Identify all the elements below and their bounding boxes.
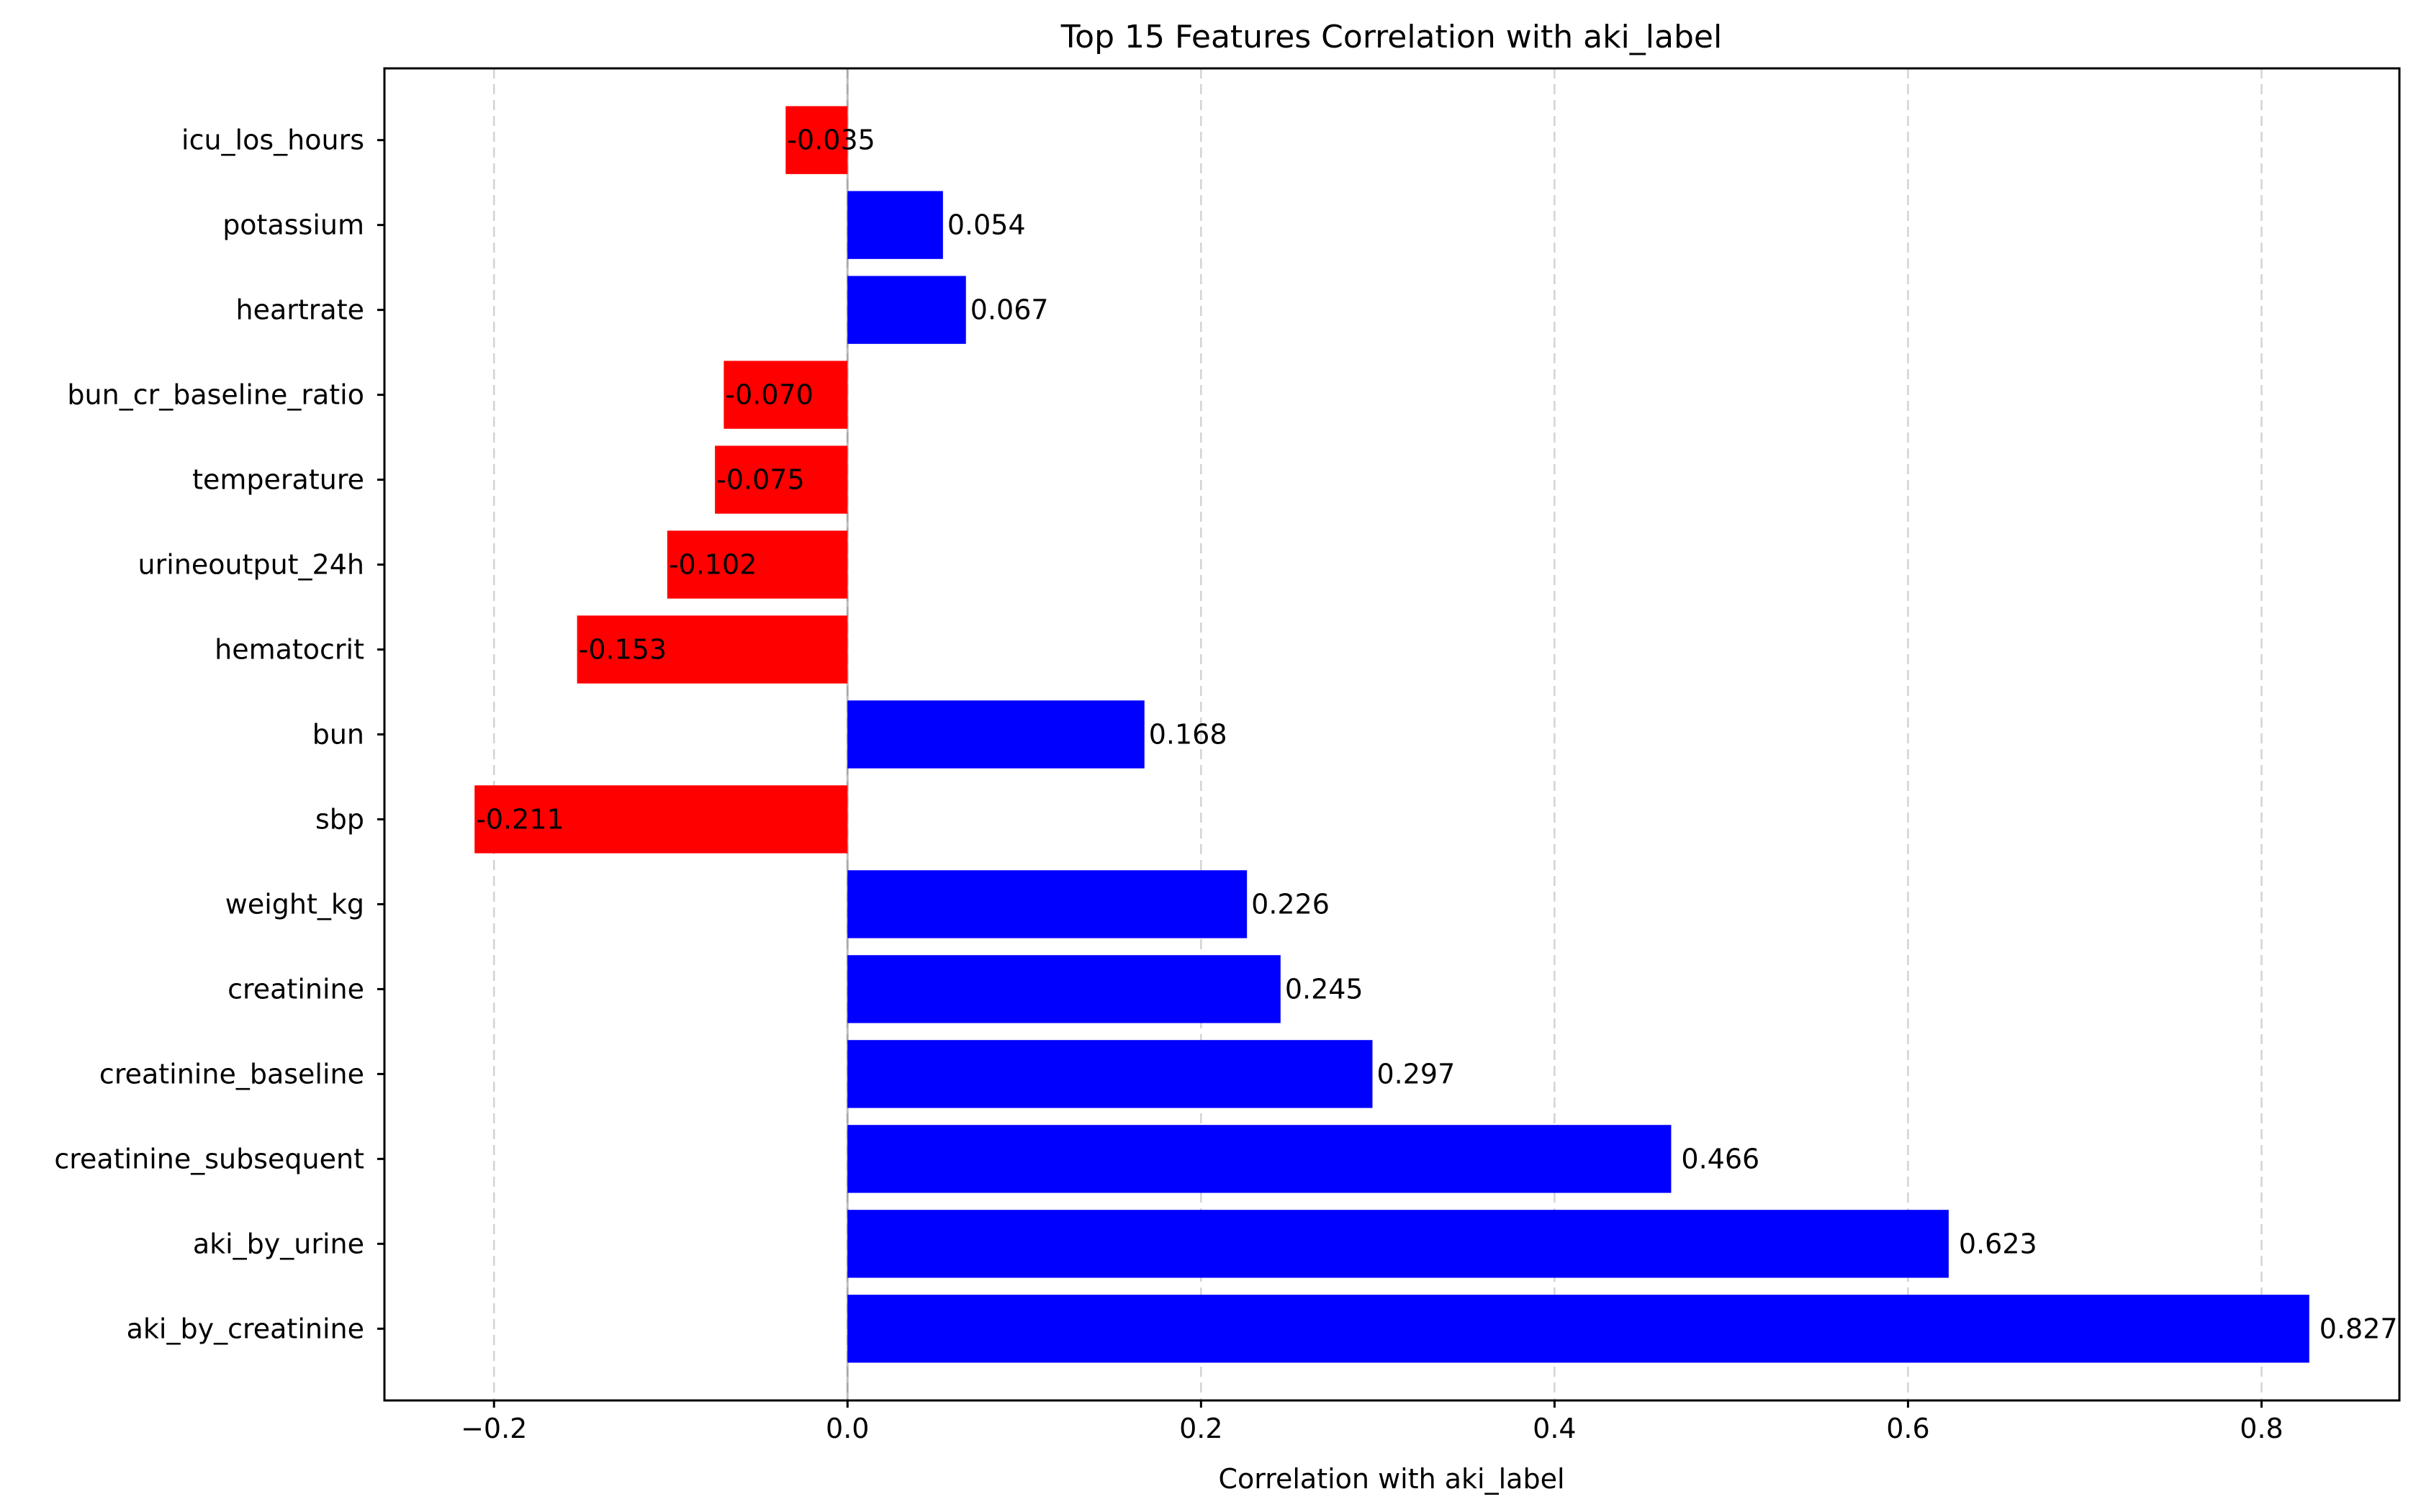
bar-weight_kg [847, 870, 1248, 938]
x-tick-label: −0.2 [461, 1413, 527, 1444]
y-tick-label: bun [312, 719, 364, 751]
y-tick-label: urineoutput_24h [137, 549, 364, 581]
data-label: -0.153 [579, 634, 667, 666]
y-tick-label: aki_by_creatinine [127, 1313, 364, 1344]
data-label: 0.827 [2319, 1313, 2398, 1344]
data-label: 0.623 [1959, 1228, 2037, 1259]
y-tick-label: creatinine [227, 973, 364, 1005]
y-tick-label: aki_by_urine [193, 1228, 364, 1259]
axes-layer: −0.2 0.0 0.2 0.4 0.6 0.8 icu_los_hours potassiu… [54, 67, 2401, 1444]
bars-layer [474, 106, 2309, 1363]
bar-icu_los_hours [785, 106, 848, 174]
x-tick-label: 0.2 [1179, 1413, 1222, 1444]
data-label: 0.245 [1285, 973, 1363, 1005]
y-tick-label: potassium [222, 209, 364, 241]
bar-creatinine_subsequent [847, 1125, 1672, 1193]
y-tick-label: bun_cr_baseline_ratio [67, 379, 364, 411]
y-tick-label: hematocrit [215, 634, 364, 666]
data-label: -0.070 [725, 379, 813, 411]
data-label: -0.075 [716, 464, 805, 496]
y-tick-label: weight_kg [225, 888, 364, 920]
x-tick-label: 0.4 [1533, 1413, 1576, 1444]
data-label: -0.035 [787, 125, 875, 156]
data-label: 0.226 [1251, 888, 1330, 920]
y-tick-label: creatinine_subsequent [54, 1143, 364, 1174]
data-labels-layer: -0.035 0.054 0.067 -0.070 -0.075 -0.102 -0.153… [476, 125, 2397, 1345]
bar-sbp [474, 785, 848, 854]
y-tick-label: icu_los_hours [181, 125, 364, 156]
x-axis-label: Correlation with aki_label [1218, 1463, 1564, 1495]
x-tick-label: 0.8 [2240, 1413, 2283, 1444]
data-label: 0.054 [947, 209, 1026, 241]
bar-urineoutput_24h [667, 530, 848, 599]
bar-temperature [715, 445, 848, 514]
y-tick-label: heartrate [236, 294, 364, 326]
bar-potassium [847, 191, 943, 259]
bar-aki_by_urine [847, 1210, 1949, 1278]
y-tick-label: temperature [192, 464, 364, 496]
x-tick-label: 0.6 [1886, 1413, 1929, 1444]
bar-creatinine_baseline [847, 1040, 1373, 1108]
data-label: -0.102 [669, 549, 757, 581]
data-label: -0.211 [476, 803, 564, 835]
bar-bun_cr_baseline_ratio [723, 361, 848, 429]
y-tick-label: creatinine_baseline [99, 1058, 364, 1090]
data-label: 0.067 [970, 294, 1049, 326]
x-tick-label: 0.0 [826, 1413, 869, 1444]
bar-aki_by_creatinine [847, 1295, 2309, 1363]
data-label: 0.168 [1149, 719, 1227, 751]
data-label: 0.466 [1681, 1143, 1759, 1174]
bar-creatinine [847, 955, 1281, 1023]
chart-title: Top 15 Features Correlation with aki_lab… [1060, 19, 1722, 55]
bar-heartrate [847, 276, 966, 344]
bar-hematocrit [577, 615, 848, 684]
plot-frame [383, 67, 2401, 1402]
grid-layer [492, 68, 2263, 1400]
bar-bun [847, 700, 1145, 769]
y-tick-label: sbp [315, 803, 364, 835]
data-label: 0.297 [1376, 1058, 1455, 1090]
